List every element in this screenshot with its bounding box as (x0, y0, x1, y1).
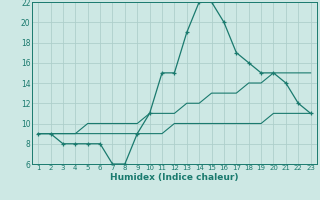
X-axis label: Humidex (Indice chaleur): Humidex (Indice chaleur) (110, 173, 239, 182)
